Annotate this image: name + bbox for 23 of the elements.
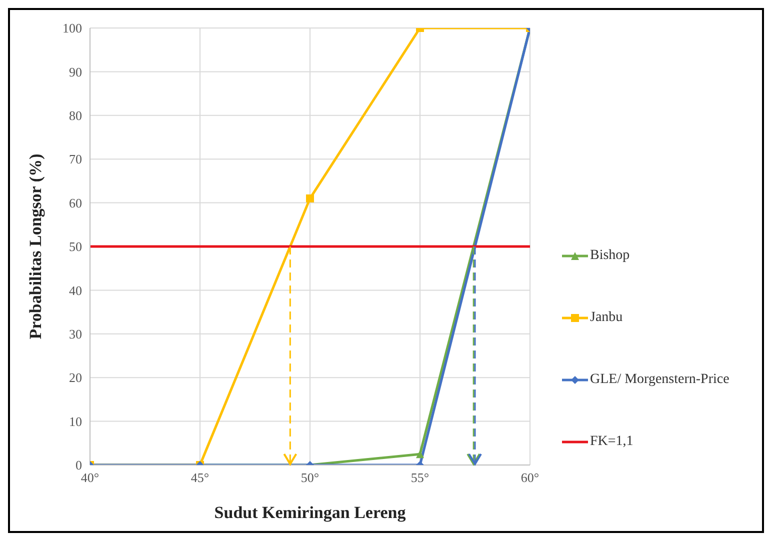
x-tick-label: 45° (190, 470, 210, 486)
y-tick-label: 40 (69, 282, 82, 298)
x-axis-title: Sudut Kemiringan Lereng (214, 503, 406, 522)
x-tick-label: 55° (410, 470, 430, 486)
y-tick-label: 80 (69, 108, 82, 124)
legend-label: FK=1,1 (590, 434, 634, 450)
y-tick-label: 70 (69, 152, 82, 167)
x-tick-label: 40° (80, 470, 100, 486)
y-tick-label: 20 (69, 370, 82, 386)
y-tick-label: 30 (69, 326, 82, 342)
x-tick-label: 50° (300, 470, 320, 486)
y-tick-label: 10 (69, 414, 82, 429)
legend-label: Bishop (590, 248, 630, 264)
legend-label: GLE/ Morgenstern-Price (590, 372, 730, 388)
y-tick-label: 50 (69, 239, 82, 254)
y-tick-label: 60 (69, 195, 82, 210)
y-tick-label: 100 (62, 20, 82, 36)
x-tick-label: 60° (520, 470, 540, 486)
y-tick-label: 90 (69, 64, 82, 80)
y-tick-label: 0 (76, 458, 82, 473)
point (306, 194, 314, 202)
y-axis-title: Probabilitas Longsor (%) (26, 154, 46, 340)
legend-label: Janbu (590, 310, 623, 326)
